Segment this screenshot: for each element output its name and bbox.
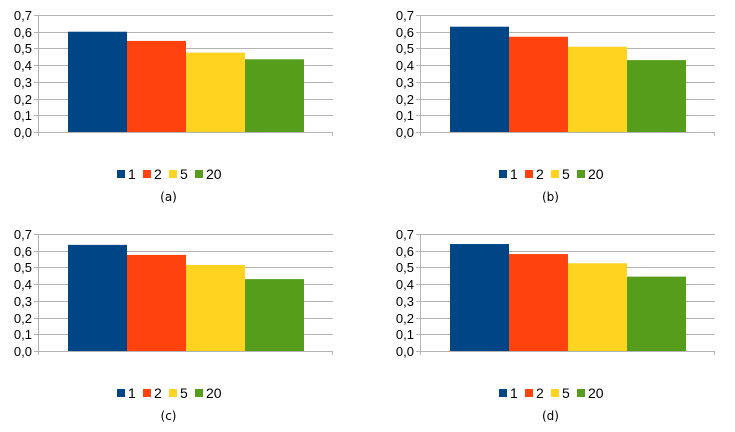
y-tick-label: 0,0 — [14, 125, 32, 140]
bar-series-20 — [627, 60, 686, 132]
legend-swatch — [525, 170, 533, 178]
y-tick-label: 0,6 — [396, 25, 414, 40]
legend-label: 20 — [206, 385, 222, 401]
legend-label: 1 — [510, 385, 518, 401]
legend-label: 20 — [588, 385, 604, 401]
legend: 1 2 5 20 — [117, 166, 222, 182]
y-tick-label: 0,0 — [396, 125, 414, 140]
y-tick-label: 0,6 — [14, 25, 32, 40]
legend-label: 5 — [180, 166, 188, 182]
y-tick-label: 0,2 — [14, 92, 32, 107]
bar-series-1 — [68, 31, 127, 132]
bar-series-1 — [450, 244, 509, 351]
y-tick-label: 0,4 — [396, 277, 414, 292]
legend-label: 2 — [154, 385, 162, 401]
legend-label: 5 — [562, 385, 570, 401]
legend-label: 1 — [128, 166, 136, 182]
y-tick-label: 0,4 — [14, 277, 32, 292]
legend-swatch — [117, 170, 125, 178]
legend-label: 5 — [562, 166, 570, 182]
legend-swatch — [143, 170, 151, 178]
legend-label: 1 — [510, 166, 518, 182]
y-tick-label: 0,1 — [14, 108, 32, 123]
y-tick-label: 0,3 — [396, 294, 414, 309]
y-tick-label: 0,5 — [396, 260, 414, 275]
bar-series-1 — [450, 26, 509, 133]
legend: 1 2 5 20 — [499, 385, 604, 401]
legend-swatch — [169, 389, 177, 397]
legend-swatch — [525, 389, 533, 397]
y-tick-label: 0,3 — [396, 75, 414, 90]
y-tick-label: 0,7 — [14, 8, 32, 23]
bar-series-20 — [245, 279, 304, 351]
bar-series-2 — [127, 254, 186, 351]
y-tick-label: 0,2 — [396, 92, 414, 107]
y-tick-label: 0,3 — [14, 294, 32, 309]
legend-label: 20 — [206, 166, 222, 182]
legend-swatch — [143, 389, 151, 397]
legend-label: 2 — [536, 385, 544, 401]
legend-swatch — [117, 389, 125, 397]
y-tick-label: 0,7 — [396, 8, 414, 23]
bar-series-1 — [68, 244, 127, 351]
legend-label: 2 — [154, 166, 162, 182]
y-tick-label: 0,6 — [14, 244, 32, 259]
bar-series-2 — [127, 40, 186, 132]
legend-swatch — [577, 170, 585, 178]
chart-panel-3: 0,0 0,10,2 0,3 0,4 0,50,6 0,7 1 2 5 20 (d) — [396, 227, 715, 423]
y-tick-label: 0,3 — [14, 75, 32, 90]
legend-label: 2 — [536, 166, 544, 182]
legend-swatch — [499, 389, 507, 397]
legend-swatch — [169, 170, 177, 178]
chart-panel-1: 0,0 0,10,2 0,3 0,4 0,50,6 0,7 1 2 5 20 (b) — [396, 8, 715, 204]
legend-swatch — [577, 389, 585, 397]
legend: 1 2 5 20 — [117, 385, 222, 401]
bar-series-5 — [568, 46, 627, 132]
subfigure-caption: (c) — [161, 409, 177, 423]
bar-series-5 — [568, 263, 627, 351]
legend-swatch — [551, 170, 559, 178]
y-tick-label: 0,7 — [14, 227, 32, 242]
legend-swatch — [499, 170, 507, 178]
y-tick-label: 0,5 — [14, 41, 32, 56]
y-tick-label: 0,4 — [396, 58, 414, 73]
bar-series-5 — [186, 264, 245, 351]
y-tick-label: 0,1 — [396, 108, 414, 123]
y-tick-label: 0,0 — [396, 344, 414, 359]
y-tick-label: 0,5 — [396, 41, 414, 56]
bar-series-5 — [186, 52, 245, 132]
y-tick-label: 0,1 — [14, 327, 32, 342]
y-tick-label: 0,4 — [14, 58, 32, 73]
subfigure-caption: (a) — [160, 190, 177, 204]
y-tick-label: 0,1 — [396, 327, 414, 342]
chart-panel-0: 0,0 0,10,2 0,3 0,4 0,50,6 0,7 1 2 5 20 (a) — [14, 8, 333, 204]
legend-swatch — [195, 170, 203, 178]
legend-swatch — [195, 389, 203, 397]
legend-label: 1 — [128, 385, 136, 401]
legend-label: 20 — [588, 166, 604, 182]
chart-panel-2: 0,0 0,10,2 0,3 0,4 0,50,6 0,7 1 2 5 20 (c) — [14, 227, 333, 423]
y-tick-label: 0,7 — [396, 227, 414, 242]
legend-label: 5 — [180, 385, 188, 401]
legend: 1 2 5 20 — [499, 166, 604, 182]
subfigure-caption: (d) — [542, 409, 559, 423]
subfigure-caption: (b) — [542, 190, 559, 204]
bar-series-20 — [245, 59, 304, 132]
y-tick-label: 0,0 — [14, 344, 32, 359]
bar-series-2 — [509, 36, 568, 132]
bar-series-2 — [509, 254, 568, 351]
y-tick-label: 0,2 — [396, 311, 414, 326]
y-tick-label: 0,6 — [396, 244, 414, 259]
legend-swatch — [551, 389, 559, 397]
y-tick-label: 0,2 — [14, 311, 32, 326]
y-tick-label: 0,5 — [14, 260, 32, 275]
bar-series-20 — [627, 276, 686, 351]
